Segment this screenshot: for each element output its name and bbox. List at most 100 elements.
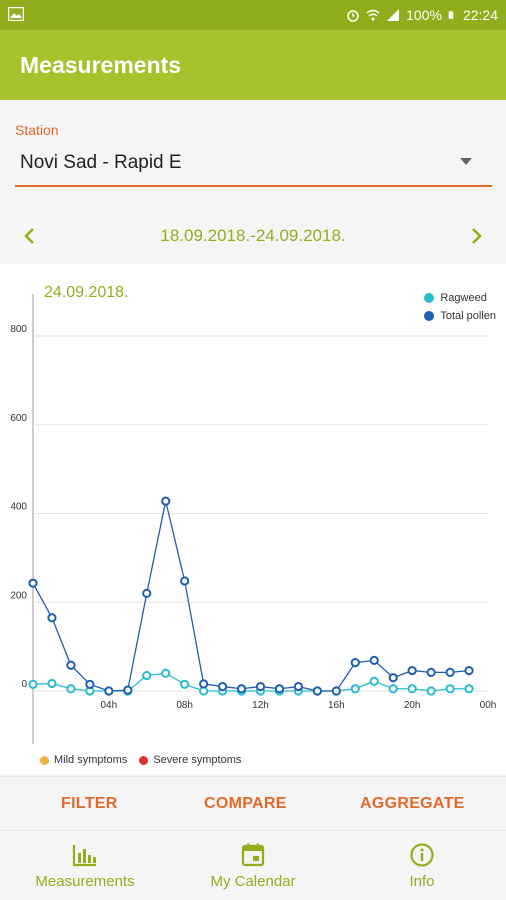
data-point-ragweed-17: [350, 684, 360, 694]
station-underline: [15, 185, 492, 187]
data-point-ragweed-18: [369, 676, 379, 686]
picture-icon: [8, 7, 24, 21]
symptom-dot-mild: [40, 755, 49, 765]
legend-item-total-pollen: Total pollen: [424, 307, 496, 325]
data-point-total-pollen-1: [47, 613, 57, 623]
symptom-item-mild: Mild symptoms: [40, 754, 127, 766]
data-point-total-pollen-10: [217, 681, 228, 692]
x-tick-label-04h: 04h: [100, 700, 117, 711]
data-point-total-pollen-16: [331, 686, 341, 696]
filter-button[interactable]: FILTER: [61, 795, 118, 812]
data-point-ragweed-2: [66, 684, 76, 694]
alarm-icon: [347, 10, 359, 22]
x-tick-label-20h: 20h: [404, 700, 421, 711]
data-point-total-pollen-4: [104, 686, 114, 696]
data-point-ragweed-7: [161, 668, 171, 678]
aggregate-button[interactable]: AGGREGATE: [360, 795, 465, 812]
y-tick-label-0: 0: [21, 679, 27, 690]
date-range: 18.09.2018.-24.09.2018.: [160, 226, 346, 245]
bar-chart-icon: [72, 845, 96, 867]
signal-icon: [387, 9, 400, 21]
info-icon: [410, 843, 434, 867]
data-point-total-pollen-23: [464, 665, 474, 676]
data-point-ragweed-6: [142, 670, 152, 681]
data-point-total-pollen-0: [28, 578, 38, 588]
y-tick-label-800: 800: [10, 324, 27, 335]
data-point-total-pollen-15: [312, 686, 322, 696]
dropdown-arrow-icon[interactable]: [460, 158, 472, 165]
status-bar: 100% 22:24: [0, 0, 506, 30]
battery-level: 100%: [406, 7, 442, 23]
legend-label-ragweed: Ragweed: [440, 292, 487, 304]
data-point-total-pollen-18: [369, 655, 379, 665]
chart-card: 0 200 400 600 800 04h 08h 12h 16h 20h 00h 24.09.20…: [0, 264, 506, 774]
clock: 22:24: [462, 7, 498, 23]
data-point-total-pollen-17: [350, 658, 360, 668]
battery-icon: [448, 10, 454, 19]
calendar-icon: [241, 843, 265, 867]
symptom-label-severe: Severe symptoms: [153, 754, 242, 766]
data-point-total-pollen-6: [142, 588, 152, 598]
data-point-total-pollen-21: [426, 667, 436, 677]
data-point-total-pollen-20: [407, 665, 417, 676]
station-selector[interactable]: Station Novi Sad - Rapid E: [0, 100, 506, 212]
symptom-dot-severe: [139, 755, 149, 765]
data-point-ragweed-1: [47, 678, 57, 689]
data-point-total-pollen-22: [445, 667, 455, 677]
x-tick-label-08h: 08h: [176, 700, 193, 711]
compare-button[interactable]: COMPARE: [204, 795, 287, 812]
chart-title: 24.09.2018.: [44, 284, 129, 301]
legend-label-total-pollen: Total pollen: [440, 310, 496, 322]
page-title: Measurements: [20, 52, 182, 78]
nav-info[interactable]: Info: [342, 843, 502, 890]
data-point-ragweed-22: [445, 684, 455, 694]
chevron-right-icon[interactable]: [464, 224, 488, 248]
data-point-total-pollen-13: [274, 684, 285, 694]
symptom-label-mild: Mild symptoms: [54, 754, 128, 766]
data-point-ragweed-19: [388, 684, 398, 694]
symptom-item-severe: Severe symptoms: [139, 754, 241, 766]
data-point-ragweed-23: [464, 684, 474, 694]
data-point-ragweed-0: [28, 679, 38, 689]
data-point-ragweed-8: [180, 679, 190, 689]
date-navigation: 18.09.2018.-24.09.2018.: [0, 212, 506, 262]
station-label: Station: [15, 122, 59, 138]
action-bar: FILTER COMPARE AGGREGATE: [0, 776, 506, 830]
legend-item-ragweed: Ragweed: [424, 289, 496, 307]
pollen-chart: 0 200 400 600 800 04h 08h 12h 16h 20h 00h: [10, 294, 497, 744]
station-value[interactable]: Novi Sad - Rapid E: [20, 152, 182, 173]
x-tick-label-16h: 16h: [328, 700, 345, 711]
data-point-total-pollen-12: [255, 681, 266, 692]
nav-label-info: Info: [409, 873, 435, 890]
data-point-total-pollen-5: [123, 685, 133, 695]
legend-dot-ragweed: [424, 293, 435, 303]
data-point-ragweed-21: [426, 686, 436, 696]
data-point-ragweed-20: [407, 684, 417, 694]
data-point-total-pollen-19: [388, 673, 398, 683]
data-point-total-pollen-3: [85, 679, 95, 689]
y-tick-label-200: 200: [10, 590, 27, 601]
data-point-total-pollen-14: [293, 681, 304, 692]
series-line-total-pollen: [32, 500, 470, 692]
data-point-total-pollen-2: [66, 660, 76, 670]
nav-label-calendar: My Calendar: [210, 873, 296, 890]
y-tick-label-600: 600: [10, 413, 27, 424]
data-point-total-pollen-11: [236, 684, 247, 694]
data-point-total-pollen-9: [199, 679, 209, 689]
app-bar: Measurements: [0, 30, 506, 100]
chart-legend: Ragweed Total pollen: [424, 289, 496, 325]
chevron-left-icon[interactable]: [18, 224, 42, 248]
x-tick-label-00h: 00h: [480, 700, 497, 711]
series-line-ragweed: [32, 672, 470, 692]
bottom-navigation: Measurements My Calendar Info: [0, 830, 506, 900]
data-point-total-pollen-8: [180, 576, 190, 586]
nav-label-measurements: Measurements: [35, 873, 135, 890]
legend-dot-total-pollen: [424, 311, 435, 321]
wifi-icon: [366, 9, 380, 21]
y-tick-label-400: 400: [10, 502, 27, 513]
data-point-total-pollen-7: [161, 496, 171, 506]
symptoms-legend: Mild symptoms Severe symptoms: [40, 754, 241, 766]
nav-measurements[interactable]: Measurements: [5, 843, 165, 890]
x-tick-label-12h: 12h: [252, 700, 269, 711]
nav-my-calendar[interactable]: My Calendar: [173, 843, 333, 890]
